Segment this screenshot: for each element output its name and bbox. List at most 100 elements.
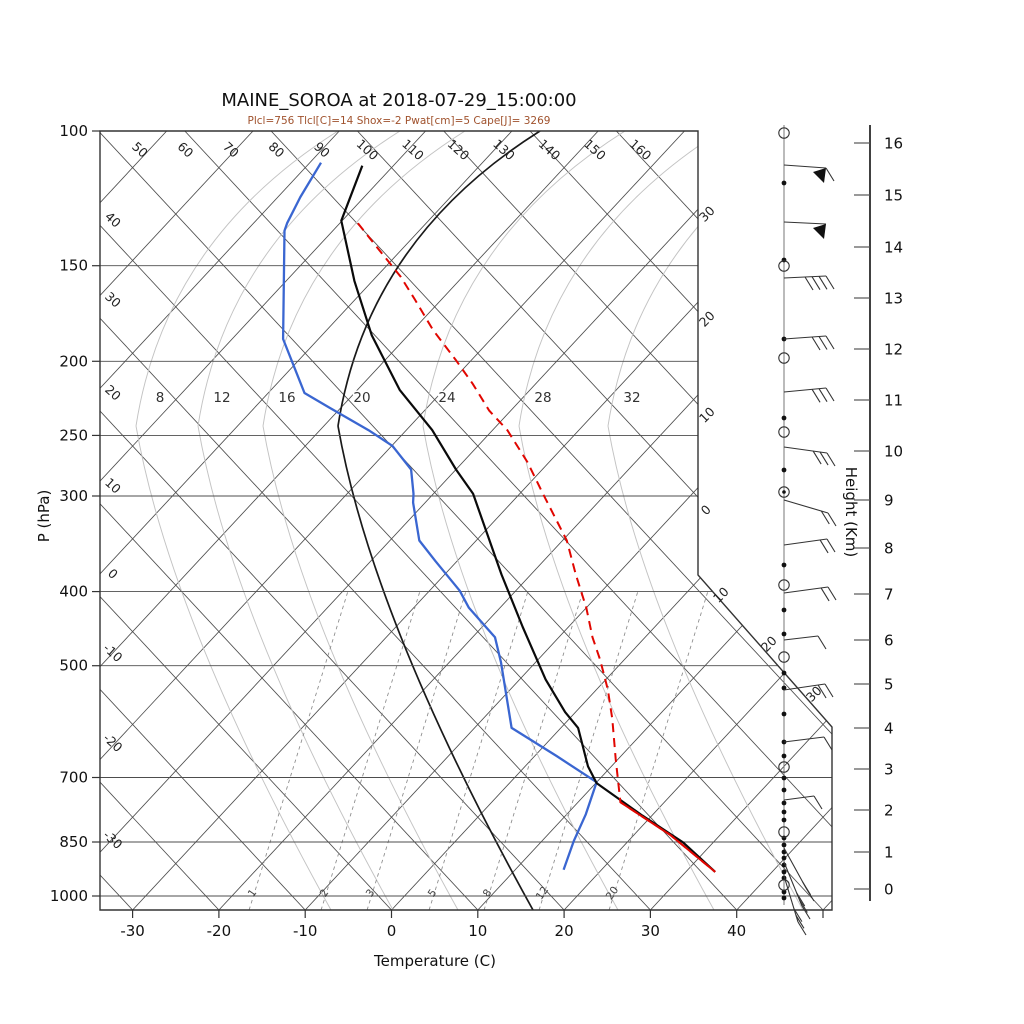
mixing-ratio-lines <box>248 591 709 910</box>
isobar-gridlines <box>100 130 832 897</box>
wind-level-circle <box>778 426 790 438</box>
wind-level-dot-center <box>782 490 786 494</box>
temperature-tick-label: -30 <box>120 922 145 940</box>
isotherm-line <box>702 131 832 910</box>
height-tick-label: 3 <box>884 761 894 779</box>
temperature-tick-label: 10 <box>468 922 487 940</box>
wind-barb-feather <box>811 389 821 403</box>
wind-barb-staff <box>783 446 828 454</box>
wind-barb-staff <box>783 335 827 340</box>
wind-barb-staff <box>783 635 819 641</box>
adiabat-line <box>100 131 254 910</box>
wind-barb-feather <box>820 510 830 525</box>
isotherm-left-label: -20 <box>100 730 125 755</box>
moist-adiabat-upper <box>422 131 626 427</box>
adiabat-line <box>100 131 168 910</box>
wind-level-dot <box>781 670 787 676</box>
pressure-tick-label: 850 <box>59 833 88 851</box>
height-tick-label: 9 <box>884 492 894 510</box>
isotherm-line <box>100 131 306 910</box>
adiabat-top-label: 140 <box>536 136 564 163</box>
wind-barb <box>783 387 835 403</box>
pressure-tick-label: 150 <box>59 257 88 275</box>
mixing-ratio-label: 5 <box>426 887 440 899</box>
adiabat-line <box>477 131 832 910</box>
wind-barb-feather <box>796 892 806 907</box>
pressure-tick-label: 500 <box>59 657 88 675</box>
background-line-labels: 50 60 70 80 90 100 110 120 130 140 150 160403020100… <box>100 136 824 902</box>
isotherm-left-label: 20 <box>102 382 124 404</box>
moist-adiabat-label: 24 <box>438 390 455 406</box>
adiabat-line <box>100 131 340 910</box>
height-tick-label: 6 <box>884 632 894 650</box>
moist-adiabat-label: 16 <box>278 390 295 406</box>
pressure-tick-label: 400 <box>59 583 88 601</box>
wind-level-circle <box>778 651 790 663</box>
wind-level-dot <box>781 869 787 875</box>
isotherm-line <box>615 131 832 910</box>
wind-barb-feather <box>812 450 822 465</box>
adiabat-top-label: 110 <box>399 136 427 163</box>
wind-barb-staff <box>783 736 825 743</box>
moist-adiabat-lower <box>197 425 394 910</box>
wind-level-dot <box>781 607 787 613</box>
wind-barb-feather <box>826 452 836 467</box>
wind-barb-flag <box>813 168 826 183</box>
wind-barb-staff <box>783 164 827 169</box>
temperature-curve <box>340 165 716 873</box>
pressure-tick-label: 1000 <box>50 887 88 905</box>
page-title: MAINE_SOROA at 2018-07-29_15:00:00 <box>221 90 577 111</box>
pressure-axis-label: P (hPa) <box>35 489 53 543</box>
wind-barb-feather <box>820 587 830 602</box>
wind-level-dot <box>781 895 787 901</box>
wind-barb-flag <box>813 224 826 239</box>
isotherm-line <box>357 131 832 910</box>
adiabat-line <box>100 131 513 910</box>
mixing-ratio-label: 20 <box>604 884 622 902</box>
wind-barb <box>783 795 823 810</box>
wind-barb-feather <box>811 336 821 351</box>
adiabat-line <box>132 131 832 910</box>
x-axis-label: Temperature (C) <box>374 952 496 970</box>
wind-level-dot <box>781 775 787 781</box>
sounding-indices: Plcl=756 Tlcl[C]=14 Shox=-2 Pwat[cm]=5 C… <box>247 115 551 127</box>
adiabat-line <box>100 131 599 910</box>
wind-barb-feather <box>797 921 807 936</box>
moist-adiabat-lower <box>422 425 619 910</box>
isotherm-line <box>962 131 1024 910</box>
mixing-ratio-line <box>320 591 421 910</box>
temperature-tick-label: 0 <box>387 922 397 940</box>
wind-barb <box>783 446 836 467</box>
height-tick-label: 10 <box>884 443 903 461</box>
wind-level-dot <box>781 180 787 186</box>
height-tick-label: 16 <box>884 135 903 153</box>
height-tick-label: 15 <box>884 187 903 205</box>
height-tick-label: 7 <box>884 586 894 604</box>
adiabat-top-label: 60 <box>175 139 197 161</box>
pressure-tick-label: 300 <box>59 487 88 505</box>
wind-barb <box>783 275 835 291</box>
wind-barb-staff <box>783 795 815 801</box>
wind-level-dot <box>781 817 787 823</box>
wind-level-circle <box>778 879 790 891</box>
temperature-tick-label: 30 <box>641 922 660 940</box>
wind-barb <box>783 586 837 602</box>
plot-border <box>99 130 833 911</box>
wind-barb <box>783 736 833 751</box>
adiabat-line <box>100 131 685 910</box>
isotherm-line <box>529 131 832 910</box>
moist-adiabat-upper <box>337 131 541 427</box>
wind-level-circle <box>778 127 790 139</box>
moist-adiabat-label: 12 <box>213 390 230 406</box>
sounding-curves <box>281 162 716 873</box>
dewpoint-curve <box>281 162 598 871</box>
wind-barb-feather <box>813 795 823 810</box>
adiabat-top-label: 120 <box>445 136 473 163</box>
wind-barb-feather <box>819 451 829 466</box>
wind-level-dot <box>781 415 787 421</box>
mixing-ratio-label: 12 <box>534 884 552 902</box>
pressure-tick-label: 700 <box>59 769 88 787</box>
height-tick-label: 11 <box>884 392 903 410</box>
mixing-ratio-label: 8 <box>481 887 495 899</box>
